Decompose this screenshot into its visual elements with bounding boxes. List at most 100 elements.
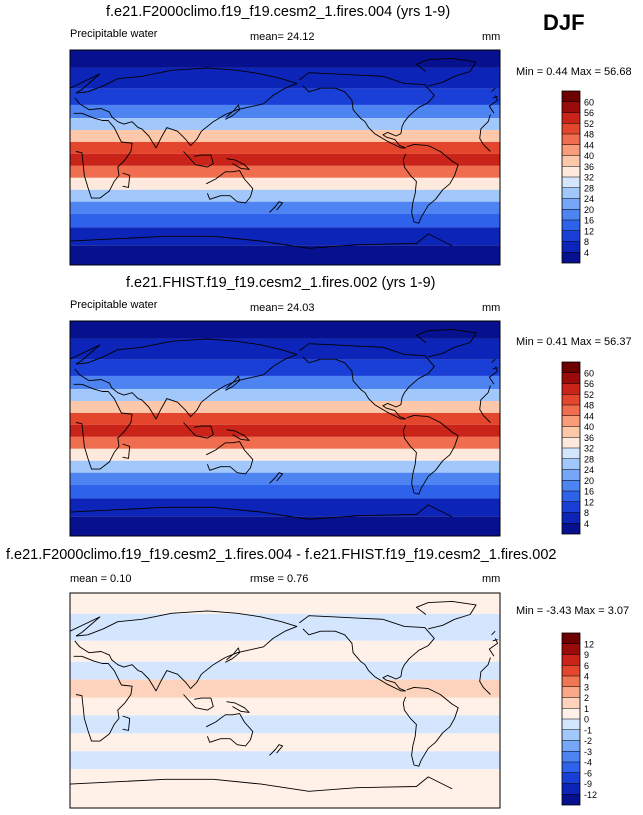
coastline-madagascar [122,715,131,731]
colorbar-swatch [562,654,580,666]
coastline-africa-europe [69,344,499,470]
colorbar-tick-label: 12 [584,226,594,236]
colorbar-tick-label: 48 [584,130,594,140]
colorbar-tick-label: 12 [584,639,594,649]
colorbar-swatch [562,426,580,438]
colorbar-tick-label: 6 [584,661,589,671]
field-band [70,141,500,154]
colorbar-tick-label: 28 [584,454,594,464]
panel-2-title: f.e21.FHIST.f19_f19.cesm2_1.fires.002 (y… [126,275,436,291]
coastline-australia [205,170,254,204]
colorbar-swatch [562,772,580,784]
colorbar-tick-label: -9 [584,779,592,789]
coastline-australia [205,441,254,475]
field-band [70,201,500,214]
field-band [70,245,500,265]
colorbar-tick-label: 48 [584,401,594,411]
field-band [70,697,500,716]
colorbar-swatch [562,220,580,231]
field-band [70,165,500,178]
panel-3-title: f.e21.F2000climo.f19_f19.cesm2_1.fires.0… [6,547,557,563]
colorbar-tick-label: 60 [584,368,594,378]
field-band [70,67,500,89]
colorbar-swatch [562,230,580,242]
colorbar-swatch [562,405,580,416]
colorbar-tick-label: -2 [584,736,592,746]
coastline-indonesia [183,151,214,168]
colorbar-swatch [562,91,580,102]
field-band [70,213,500,228]
field-band [70,733,500,752]
coastline-south-america [402,414,459,495]
coastline-new-guinea [226,701,250,713]
colorbar-swatch [562,729,580,741]
map-frame [69,49,501,266]
colorbar-swatch [562,740,580,752]
colorbar-swatch [562,155,580,167]
panel-1-mean: mean= 24.12 [250,31,315,43]
coastline-africa-europe [69,616,499,742]
colorbar-swatch [562,383,580,395]
coastline-australia [205,713,254,747]
coastline-japan [225,647,241,663]
coastline-south-america [402,686,459,767]
panel-2-mean: mean= 24.03 [250,302,315,314]
colorbar-swatch [562,665,580,676]
colorbar-tick-label: 9 [584,650,589,660]
field-band [70,424,500,437]
map-panel-1 [69,49,501,266]
coastline-japan [225,375,241,391]
colorbar-swatch [562,480,580,491]
colorbar-swatch [562,783,580,795]
colorbar-tick-label: 40 [584,151,594,161]
colorbar-tick-label: 36 [584,433,594,443]
field-band [70,88,500,105]
colorbar-tick-label: 2 [584,693,589,703]
colorbar-swatch [562,112,580,124]
coastline-eurasia [74,338,298,420]
colorbar-swatch [562,762,580,773]
colorbar-tick-label: 44 [584,411,594,421]
map-panel-2 [69,320,501,537]
field-band [70,412,500,425]
field-band [70,448,500,461]
colorbar-tick-label: 4 [584,248,589,258]
colorbar-tick-label: 16 [584,487,594,497]
colorbar-swatch [562,643,580,655]
coastline-new-guinea [226,158,250,170]
colorbar-tick-label: -3 [584,747,592,757]
colorbar-tick-label: -12 [584,790,597,800]
panel-1-minmax: Min = 0.44 Max = 56.68 [516,66,632,78]
field-band [70,118,500,131]
colorbar-tick-label: 56 [584,379,594,389]
colorbar-swatch [562,177,580,188]
colorbar-swatch [562,708,580,719]
colorbar-tick-label: -1 [584,725,592,735]
colorbar-swatch [562,523,580,534]
coastline-north-america [299,343,435,420]
colorbar-swatch [562,676,580,687]
field-band [70,104,500,119]
colorbar-tick-label: 28 [584,183,594,193]
coastline-uk [491,630,498,642]
colorbar-tick-label: 12 [584,497,594,507]
panel-3-units: mm [482,573,501,585]
field-band [70,177,500,190]
panel-3-mean: mean = 0.10 [70,573,132,585]
colorbar-swatch [562,633,580,644]
field-band [70,593,500,614]
colorbar-tick-label: 56 [584,108,594,118]
map-frame [69,320,501,537]
coastline-north-america [299,615,435,692]
colorbar-swatch [562,437,580,448]
coastline-uk [491,358,498,370]
colorbar-tick-label: 52 [584,119,594,129]
colorbar-swatch [562,209,580,220]
colorbar-swatch [562,252,580,263]
field-band [70,661,500,680]
field-band [70,613,500,641]
colorbar-swatch [562,751,580,762]
coastline-new-zealand [269,472,284,484]
